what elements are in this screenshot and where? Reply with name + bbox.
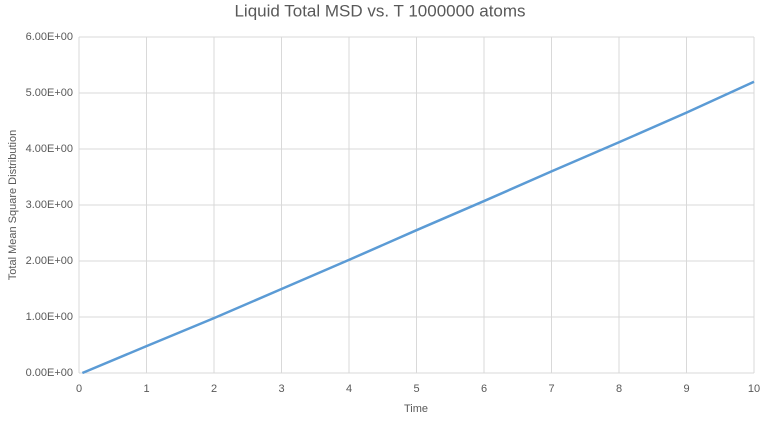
x-tick-label: 8 — [616, 383, 622, 395]
chart-title: Liquid Total MSD vs. T 1000000 atoms — [234, 1, 525, 20]
x-tick-label: 4 — [346, 383, 352, 395]
y-tick-label: 2.00E+00 — [26, 255, 73, 267]
x-tick-label: 7 — [548, 383, 554, 395]
x-axis-label: Time — [404, 403, 428, 415]
x-tick-label: 5 — [413, 383, 419, 395]
data-line — [81, 80, 755, 375]
x-tick-label: 9 — [683, 383, 689, 395]
y-tick-label: 5.00E+00 — [26, 87, 73, 99]
y-axis-label: Total Mean Square Distribution — [7, 130, 19, 280]
y-tick-label: 6.00E+00 — [26, 31, 73, 43]
y-tick-label: 3.00E+00 — [26, 199, 73, 211]
x-tick-label: 10 — [748, 383, 760, 395]
y-tick-label: 1.00E+00 — [26, 311, 73, 323]
y-tick-label: 0.00E+00 — [26, 367, 73, 379]
x-tick-label: 0 — [76, 383, 82, 395]
x-tick-label: 1 — [143, 383, 149, 395]
x-tick-label: 3 — [278, 383, 284, 395]
x-tick-label: 2 — [211, 383, 217, 395]
x-tick-label: 6 — [481, 383, 487, 395]
y-tick-label: 4.00E+00 — [26, 143, 73, 155]
